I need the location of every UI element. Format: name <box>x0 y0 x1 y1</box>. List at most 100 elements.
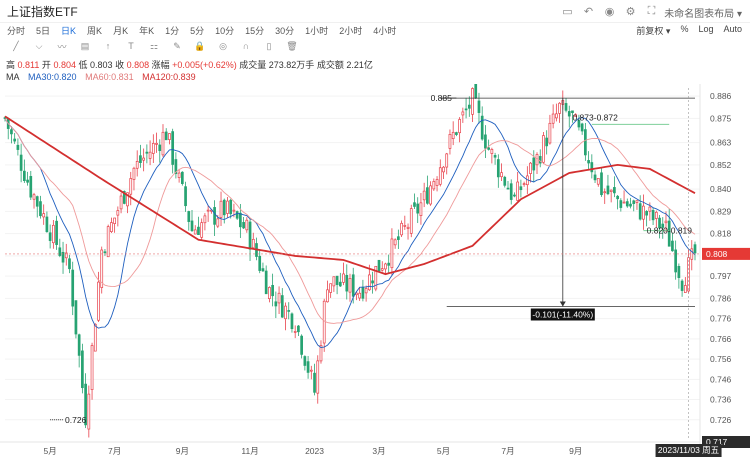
period-4[interactable]: 月K <box>113 25 129 36</box>
candle-body <box>658 217 661 229</box>
turnover-label: 成交额 <box>316 60 344 70</box>
drawing-overlay: 0.885 0.726 0.873-0.872 0.820-0.819 -0.101(-… <box>5 88 700 438</box>
text-tool-icon[interactable]: T <box>128 41 134 51</box>
candle-body <box>97 281 100 321</box>
time-tick: 5月 <box>437 446 450 456</box>
candle-body <box>42 213 46 218</box>
candle-body <box>29 176 33 198</box>
trash-icon[interactable]: 🗑 <box>286 40 298 51</box>
candle-body <box>177 172 181 178</box>
candle-body <box>261 268 265 272</box>
camera-icon[interactable]: ◉ <box>604 6 615 18</box>
wave-tool-icon[interactable]: 〰 <box>57 41 67 52</box>
candle-body <box>564 103 568 111</box>
candle-body <box>629 203 632 207</box>
candle-body <box>277 292 281 304</box>
high-value: 0.811 <box>17 60 40 70</box>
low-marker-label: 0.726 <box>65 415 87 425</box>
candle-body <box>619 200 623 208</box>
candle-body <box>84 383 87 426</box>
period-0[interactable]: 分时 <box>7 25 26 36</box>
price-tick: 0.797 <box>710 271 732 281</box>
candle-body <box>293 331 297 333</box>
period-6[interactable]: 1分 <box>165 25 180 36</box>
period-3[interactable]: 周K <box>87 25 103 36</box>
layout-selector[interactable]: 未命名图表布局 ▾ <box>664 9 742 20</box>
time-tick: 7月 <box>108 446 121 456</box>
cursor-date-text: 2023/11/03 周五 <box>658 445 720 455</box>
candle-body <box>87 393 91 430</box>
measure-tool-icon[interactable]: ⚏ <box>149 40 159 51</box>
candle-body <box>348 278 352 293</box>
fullscreen-icon[interactable]: ⛶ <box>647 5 656 17</box>
candle-body <box>187 211 191 222</box>
rect-tool-icon[interactable]: ▤ <box>80 40 90 51</box>
candle-body <box>435 179 439 186</box>
candle-body <box>413 202 416 207</box>
period-12[interactable]: 2小时 <box>339 25 363 36</box>
ma30-value: MA30:0.820 <box>28 72 77 82</box>
candle-body <box>371 280 374 284</box>
candle-body <box>693 244 697 254</box>
period-8[interactable]: 10分 <box>215 25 235 36</box>
candle-body <box>503 176 507 186</box>
change-label: 涨幅 <box>151 60 170 70</box>
candle-body <box>313 372 316 393</box>
period-11[interactable]: 1小时 <box>305 25 329 36</box>
arrow-tool-icon[interactable]: ↑ <box>105 41 111 51</box>
percent-toggle[interactable]: % <box>680 24 689 34</box>
candle-body <box>493 155 497 158</box>
candle-body <box>532 157 536 171</box>
period-9[interactable]: 15分 <box>245 25 265 36</box>
period-7[interactable]: 5分 <box>190 25 205 36</box>
candle-body <box>287 310 291 312</box>
candle-body <box>90 345 94 390</box>
eye-icon[interactable]: ◎ <box>219 40 227 51</box>
period-1[interactable]: 5日 <box>36 25 51 36</box>
time-tick: 9月 <box>176 446 189 456</box>
candle-body <box>155 143 158 145</box>
settings-icon[interactable]: ⚙ <box>625 6 636 18</box>
candle-body <box>358 292 362 299</box>
kline-chart[interactable]: 0.885 0.726 0.873-0.872 0.820-0.819 -0.101(-… <box>0 84 750 464</box>
adjust-dropdown[interactable]: 前复权 ▾ <box>636 26 671 36</box>
candle-body <box>690 248 694 260</box>
candle-body <box>645 211 648 216</box>
candle-body <box>496 159 500 178</box>
candle-body <box>271 284 274 297</box>
candle-body <box>180 171 184 184</box>
ma60-value: MA60:0.831 <box>85 72 134 82</box>
pencil-icon[interactable]: ✎ <box>173 40 181 51</box>
period-10[interactable]: 30分 <box>275 25 295 36</box>
time-tick: 9月 <box>569 446 582 456</box>
trend-tool-icon[interactable]: ⌵ <box>35 40 43 51</box>
candle-body <box>103 251 107 254</box>
candle-body <box>35 196 39 207</box>
drawing-toolbar: ╱ ⌵ 〰 ▤ ↑ T ⚏ ✎ 🔒 ◎ ∩ ▯ 🗑 <box>0 38 750 54</box>
log-toggle[interactable]: Log <box>698 24 714 34</box>
magnet-icon[interactable]: ∩ <box>242 41 250 51</box>
undo-icon[interactable]: ↶ <box>583 6 594 18</box>
lock-icon[interactable]: 🔒 <box>194 40 206 51</box>
candle-body <box>567 111 571 117</box>
window-title: 上证指数ETF <box>7 4 78 19</box>
period-2[interactable]: 日K <box>61 25 77 36</box>
candle-body <box>64 252 68 259</box>
line-tool-icon[interactable]: ╱ <box>13 40 19 51</box>
auto-toggle[interactable]: Auto <box>723 24 742 34</box>
range2-label: 0.820-0.819 <box>647 226 693 236</box>
candle-body <box>590 162 594 173</box>
period-5[interactable]: 年K <box>139 25 155 36</box>
period-13[interactable]: 4小时 <box>373 25 397 36</box>
candle-body <box>654 211 658 219</box>
candle-body <box>587 160 590 164</box>
panel-icon[interactable]: ▭ <box>562 6 573 18</box>
ruler-icon[interactable]: ▯ <box>266 40 272 51</box>
candle-body <box>429 185 432 205</box>
price-tick: 0.818 <box>710 229 732 239</box>
candle-body <box>203 215 207 224</box>
candle-body <box>509 183 513 200</box>
candle-body <box>45 216 49 233</box>
candle-body <box>61 251 65 263</box>
ma120-line <box>4 115 696 276</box>
